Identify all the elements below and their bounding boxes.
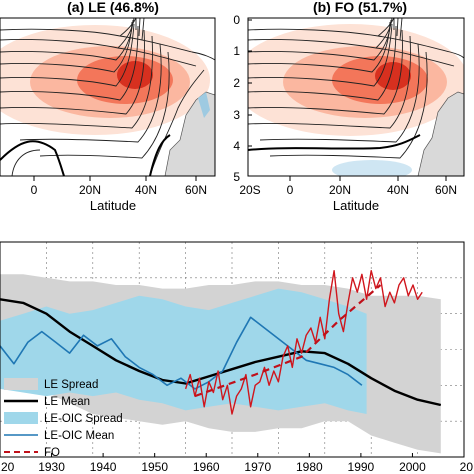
panel-b-ytick-1: 1 (233, 44, 240, 58)
panel-b-title: (b) FO (51.7%) (313, 0, 407, 15)
panel-b: (b) FO (51.7%) (233, 0, 465, 213)
x-tick-label: 1990 (348, 460, 375, 474)
panel-b-ytick-3: 3 (233, 108, 240, 122)
x-tick-label: 1980 (296, 460, 323, 474)
panel-a-zero-contour (0, 134, 171, 176)
panel-b-land-mask (417, 91, 464, 176)
legend-label-le-mean: LE Mean (44, 396, 90, 408)
panel-a-cool-patch (198, 92, 210, 118)
panel-b-xtick-2: 20N (329, 183, 351, 197)
panel-a-xlabel: Latitude (90, 198, 136, 213)
legend-swatch-le-oic-spread (4, 412, 38, 424)
panel-a-x-ticks (33, 176, 197, 181)
legend-label-le-oic-spread: LE-OIC Spread (44, 413, 123, 425)
x-tick-label: 20 (460, 460, 474, 474)
panel-c-frame (0, 241, 465, 458)
panel-c-bands (0, 274, 441, 454)
panel-c-legend: LE Spread LE Mean LE-OIC Spread LE-OIC M… (4, 378, 123, 459)
x-tick-label: 1970 (244, 460, 271, 474)
panel-a-xtick-2: 40N (135, 183, 157, 197)
panel-b-ytick-2: 2 (233, 76, 240, 90)
panel-c-lines (0, 270, 442, 415)
panel-b-xlabel: Latitude (333, 198, 379, 213)
legend-label-le-oic-mean: LE-OIC Mean (44, 430, 114, 442)
x-tick-label: 2000 (399, 460, 426, 474)
panel-b-y-ticks (248, 19, 252, 147)
panel-b-ytick-5: 5 (233, 170, 240, 184)
panel-a-xtick-0: 0 (31, 183, 38, 197)
series-line-red-observed (184, 270, 423, 415)
panel-b-x-ticks (289, 176, 447, 181)
x-tick-label: 1930 (38, 460, 65, 474)
panel-a: (a) LE (46.8%) (0, 0, 216, 213)
panel-b-ytick-0: 0 (233, 13, 240, 27)
panel-b-ytick-4: 4 (233, 139, 240, 153)
panel-b-xtick-0: 20S (239, 183, 260, 197)
panel-b-xtick-3: 40N (387, 183, 409, 197)
panel-b-cool-patch (332, 160, 412, 176)
legend-label-le-spread: LE Spread (44, 379, 98, 391)
panel-a-frame (0, 17, 216, 177)
legend-swatch-le-spread (4, 378, 38, 390)
panel-b-xtick-1: 0 (287, 183, 294, 197)
panel-a-xtick-3: 60N (185, 183, 207, 197)
x-tick-label: 20 (1, 460, 15, 474)
panel-c: 20 1930 1940 1950 1960 1970 1980 1990 2000 20 LE … (0, 241, 473, 474)
x-tick-label: 1940 (90, 460, 117, 474)
legend-label-fo: FO (44, 447, 60, 459)
series-line-fo (194, 284, 382, 398)
panel-a-xtick-1: 20N (79, 183, 101, 197)
x-tick-label: 1950 (141, 460, 168, 474)
band-le-oic-spread (0, 288, 367, 414)
panel-c-x-ticks: 20 1930 1940 1950 1960 1970 1980 1990 2000 20 (0, 453, 473, 474)
panel-b-frame (247, 17, 465, 177)
panel-a-title: (a) LE (46.8%) (67, 0, 159, 15)
panel-b-contours (248, 18, 464, 159)
panel-b-zero-contour (248, 134, 421, 151)
x-tick-label: 1960 (193, 460, 220, 474)
panel-b-xtick-4: 60N (435, 183, 457, 197)
panel-a-contours (0, 18, 215, 176)
